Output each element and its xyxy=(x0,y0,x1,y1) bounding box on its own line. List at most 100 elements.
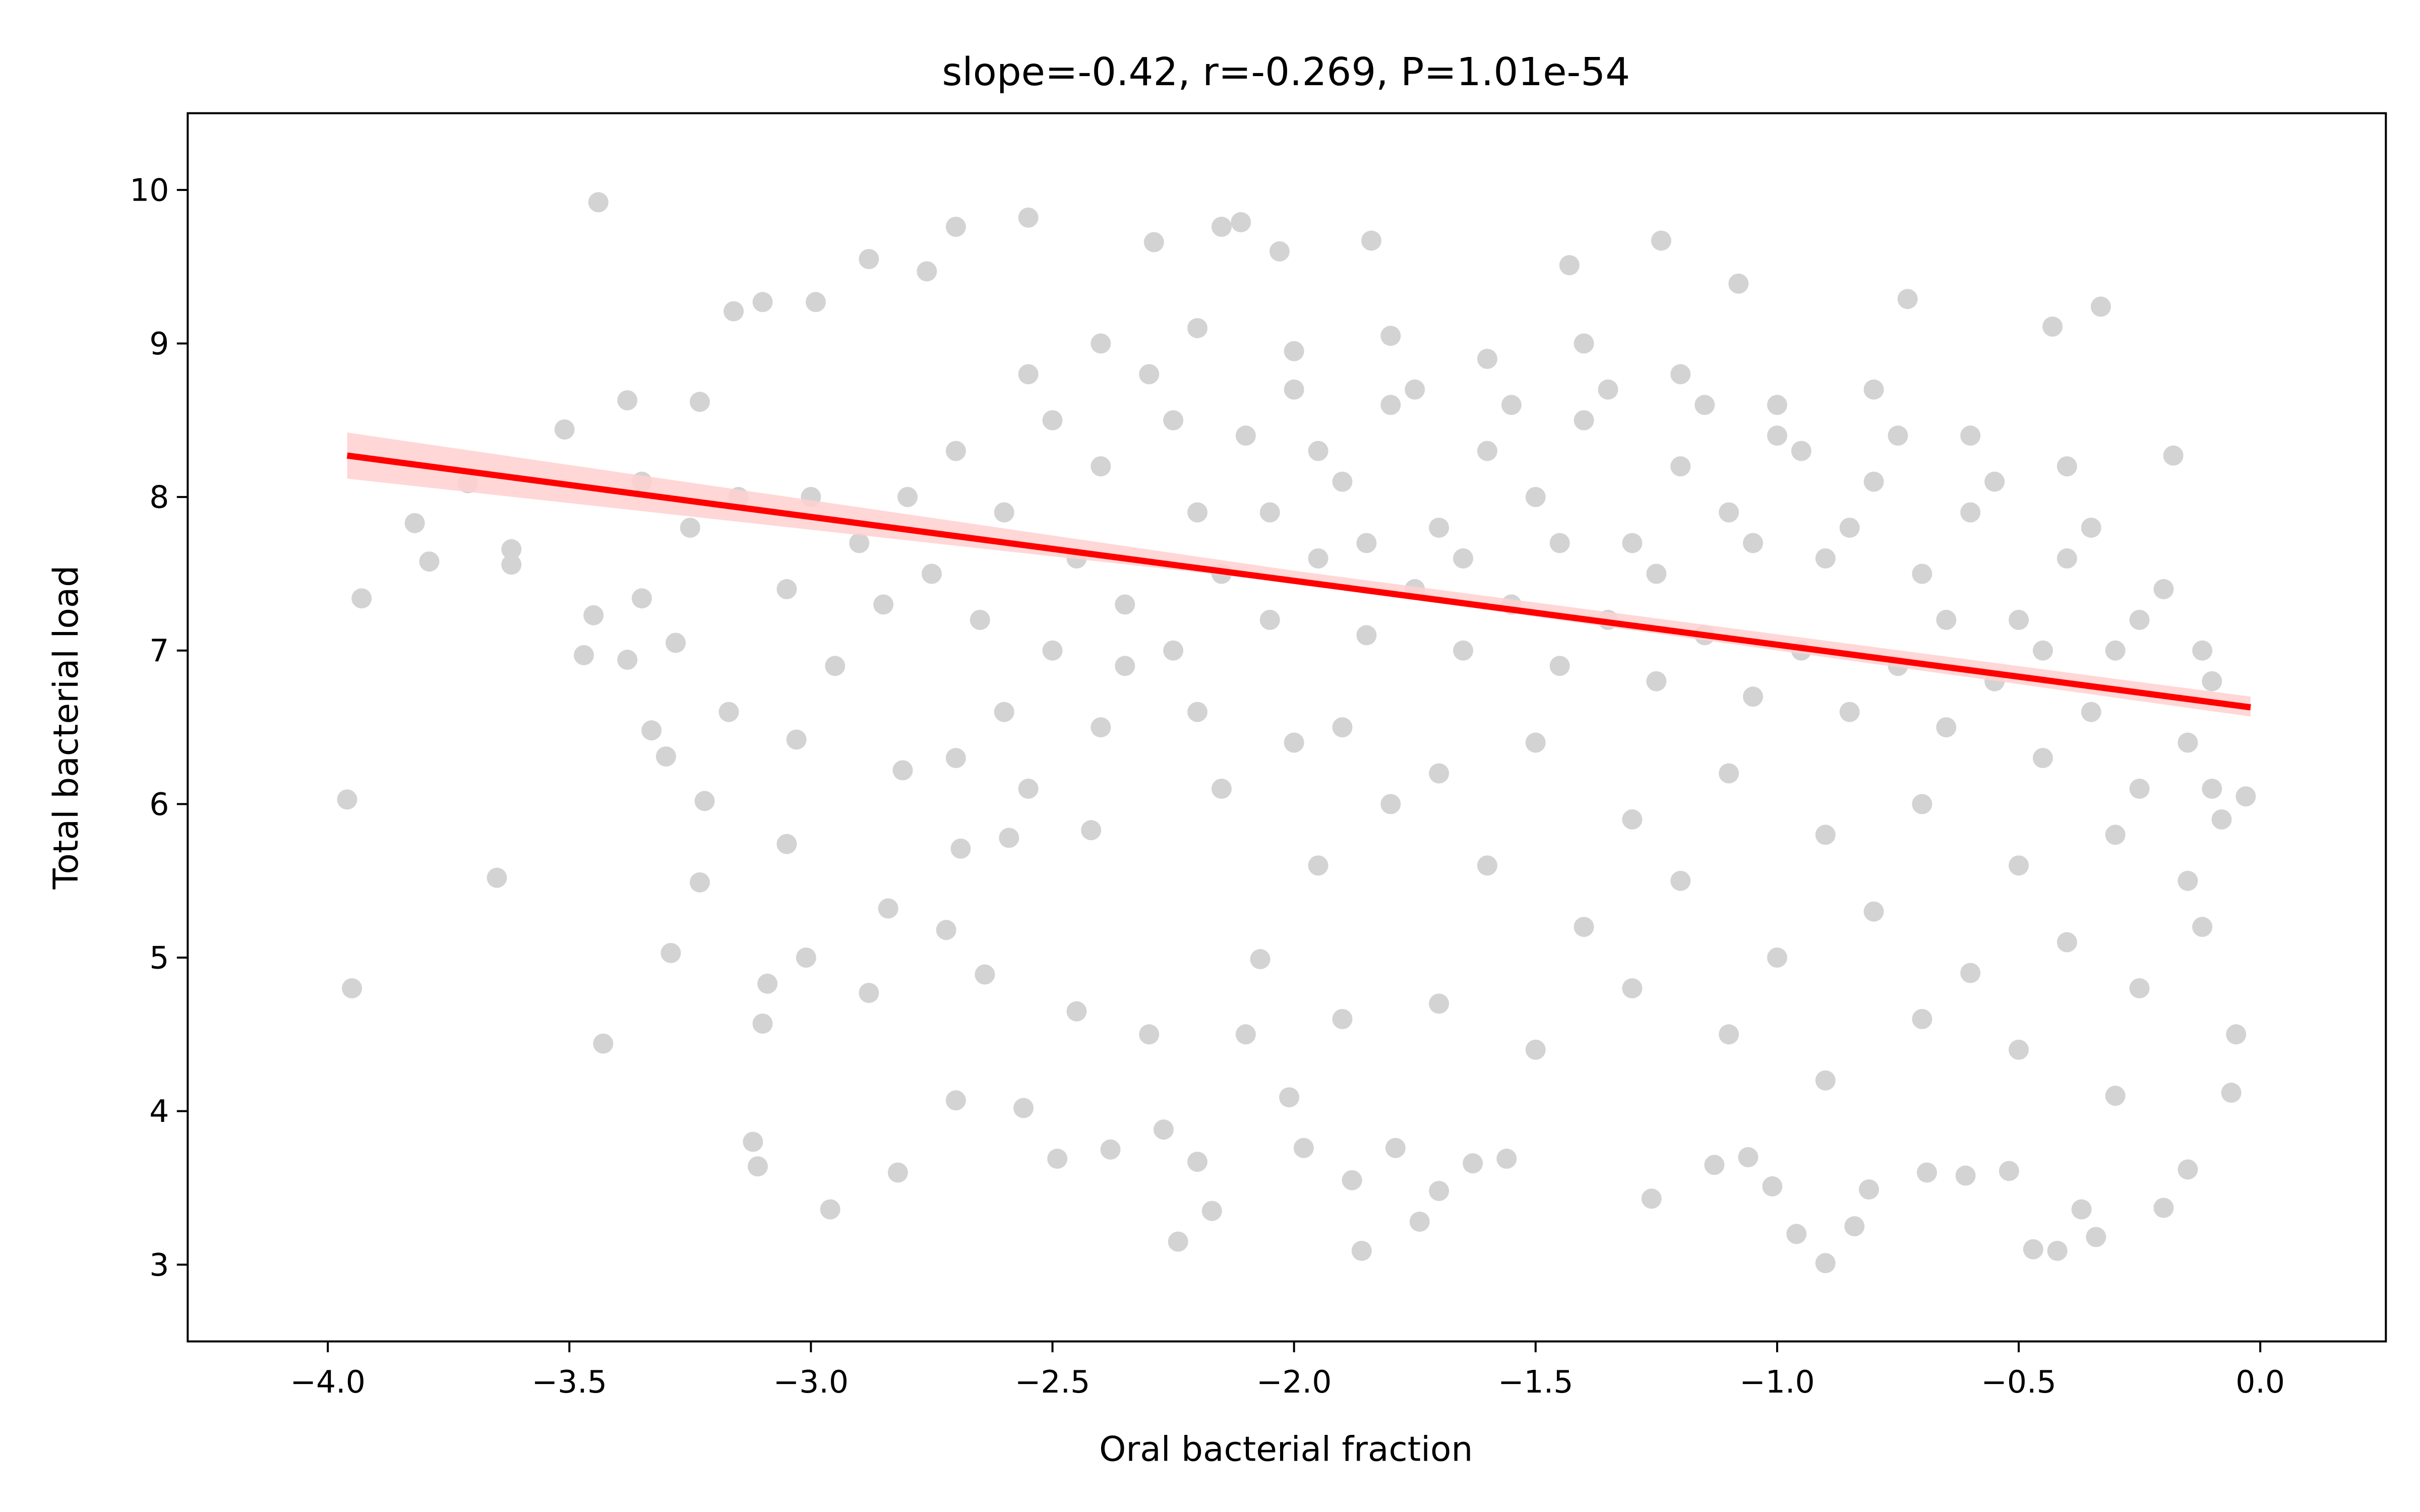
scatter-point xyxy=(825,656,845,676)
scatter-point xyxy=(1912,1009,1932,1029)
scatter-point xyxy=(718,702,739,722)
scatter-point xyxy=(1999,1161,2019,1181)
scatter-point xyxy=(690,872,710,893)
scatter-point xyxy=(1646,563,1667,584)
scatter-point xyxy=(1308,855,1328,876)
scatter-point xyxy=(887,1162,908,1183)
scatter-point xyxy=(2202,671,2222,691)
scatter-point xyxy=(1912,794,1932,814)
scatter-point xyxy=(1153,1119,1174,1140)
scatter-point xyxy=(2071,1199,2092,1220)
scatter-point xyxy=(1293,1138,1314,1158)
scatter-point xyxy=(945,748,966,768)
axes-frame xyxy=(187,112,2387,1343)
scatter-point xyxy=(588,192,609,213)
scatter-point xyxy=(897,487,918,508)
scatter-point xyxy=(776,834,797,854)
scatter-point xyxy=(752,1013,773,1034)
x-tick-label: −3.0 xyxy=(773,1364,849,1400)
scatter-point xyxy=(1250,949,1270,970)
scatter-point xyxy=(1622,533,1643,553)
scatter-point xyxy=(419,551,440,572)
scatter-point xyxy=(1863,901,1884,922)
scatter-point xyxy=(1762,1176,1783,1196)
x-tick-label: −2.0 xyxy=(1256,1364,1332,1400)
scatter-point xyxy=(1743,533,1764,553)
scatter-point xyxy=(776,579,797,599)
scatter-point xyxy=(1332,1009,1353,1029)
scatter-point xyxy=(694,791,715,811)
scatter-point xyxy=(1453,548,1474,569)
scatter-point xyxy=(1960,963,1981,983)
scatter-point xyxy=(487,867,507,888)
scatter-point xyxy=(970,609,990,630)
scatter-point xyxy=(2153,1198,2174,1218)
scatter-point xyxy=(2009,855,2029,876)
scatter-point xyxy=(1187,1152,1208,1172)
scatter-point xyxy=(583,605,604,625)
scatter-point xyxy=(752,292,773,312)
scatter-point xyxy=(1013,1098,1034,1118)
scatter-point xyxy=(2211,809,2232,830)
x-tick-label: −1.0 xyxy=(1739,1364,1814,1400)
scatter-point xyxy=(1211,217,1232,237)
scatter-point xyxy=(2129,978,2150,998)
scatter-point xyxy=(1201,1201,1222,1221)
scatter-point xyxy=(1018,207,1039,228)
scatter-point xyxy=(1839,702,1860,722)
scatter-point xyxy=(690,392,710,412)
scatter-point xyxy=(2177,870,2198,891)
scatter-point xyxy=(1066,1001,1087,1022)
scatter-point xyxy=(2192,917,2213,937)
scatter-point xyxy=(1018,778,1039,799)
scatter-point xyxy=(950,838,971,859)
scatter-point xyxy=(1704,1155,1725,1175)
scatter-point xyxy=(641,720,662,741)
scatter-point xyxy=(1356,533,1377,553)
scatter-point xyxy=(1916,1162,1937,1183)
scatter-point xyxy=(1622,978,1643,998)
scatter-point xyxy=(1719,763,1739,784)
scatter-point xyxy=(2023,1239,2043,1259)
scatter-point xyxy=(2105,1086,2126,1106)
scatter-point xyxy=(2221,1083,2242,1103)
y-tick-label: 10 xyxy=(130,172,169,208)
scatter-point xyxy=(1139,364,1160,385)
scatter-point xyxy=(1187,502,1208,523)
scatter-point xyxy=(1115,594,1135,615)
scatter-point xyxy=(2105,825,2126,845)
scatter-point xyxy=(945,217,966,237)
regression-line xyxy=(346,452,2251,711)
scatter-point xyxy=(1549,533,1570,553)
scatter-point xyxy=(1897,289,1918,309)
x-tick-label: −3.5 xyxy=(532,1364,607,1400)
scatter-point xyxy=(1284,379,1304,400)
scatter-point xyxy=(2153,579,2174,599)
scatter-point xyxy=(1231,212,1251,232)
scatter-point xyxy=(680,518,700,538)
scatter-point xyxy=(2086,1227,2106,1247)
scatter-point xyxy=(1042,640,1063,661)
scatter-point xyxy=(748,1156,768,1177)
scatter-point xyxy=(2009,609,2029,630)
scatter-point xyxy=(945,1090,966,1111)
scatter-point xyxy=(1409,1211,1430,1232)
scatter-point xyxy=(1622,809,1643,830)
scatter-point xyxy=(2177,732,2198,753)
scatter-point xyxy=(2226,1024,2247,1045)
y-tick-label: 6 xyxy=(149,786,169,823)
scatter-point xyxy=(2081,518,2101,538)
scatter-point xyxy=(796,948,816,968)
scatter-point xyxy=(501,554,522,575)
scatter-point xyxy=(1815,825,1836,845)
scatter-point xyxy=(1405,379,1425,400)
y-tick-label: 5 xyxy=(149,940,169,976)
scatter-point xyxy=(994,502,1014,523)
scatter-point xyxy=(1235,425,1256,446)
scatter-point xyxy=(1018,364,1039,385)
scatter-point xyxy=(1559,255,1580,276)
scatter-point xyxy=(1574,333,1594,354)
scatter-point xyxy=(2056,456,2077,477)
scatter-point xyxy=(1091,456,1111,477)
